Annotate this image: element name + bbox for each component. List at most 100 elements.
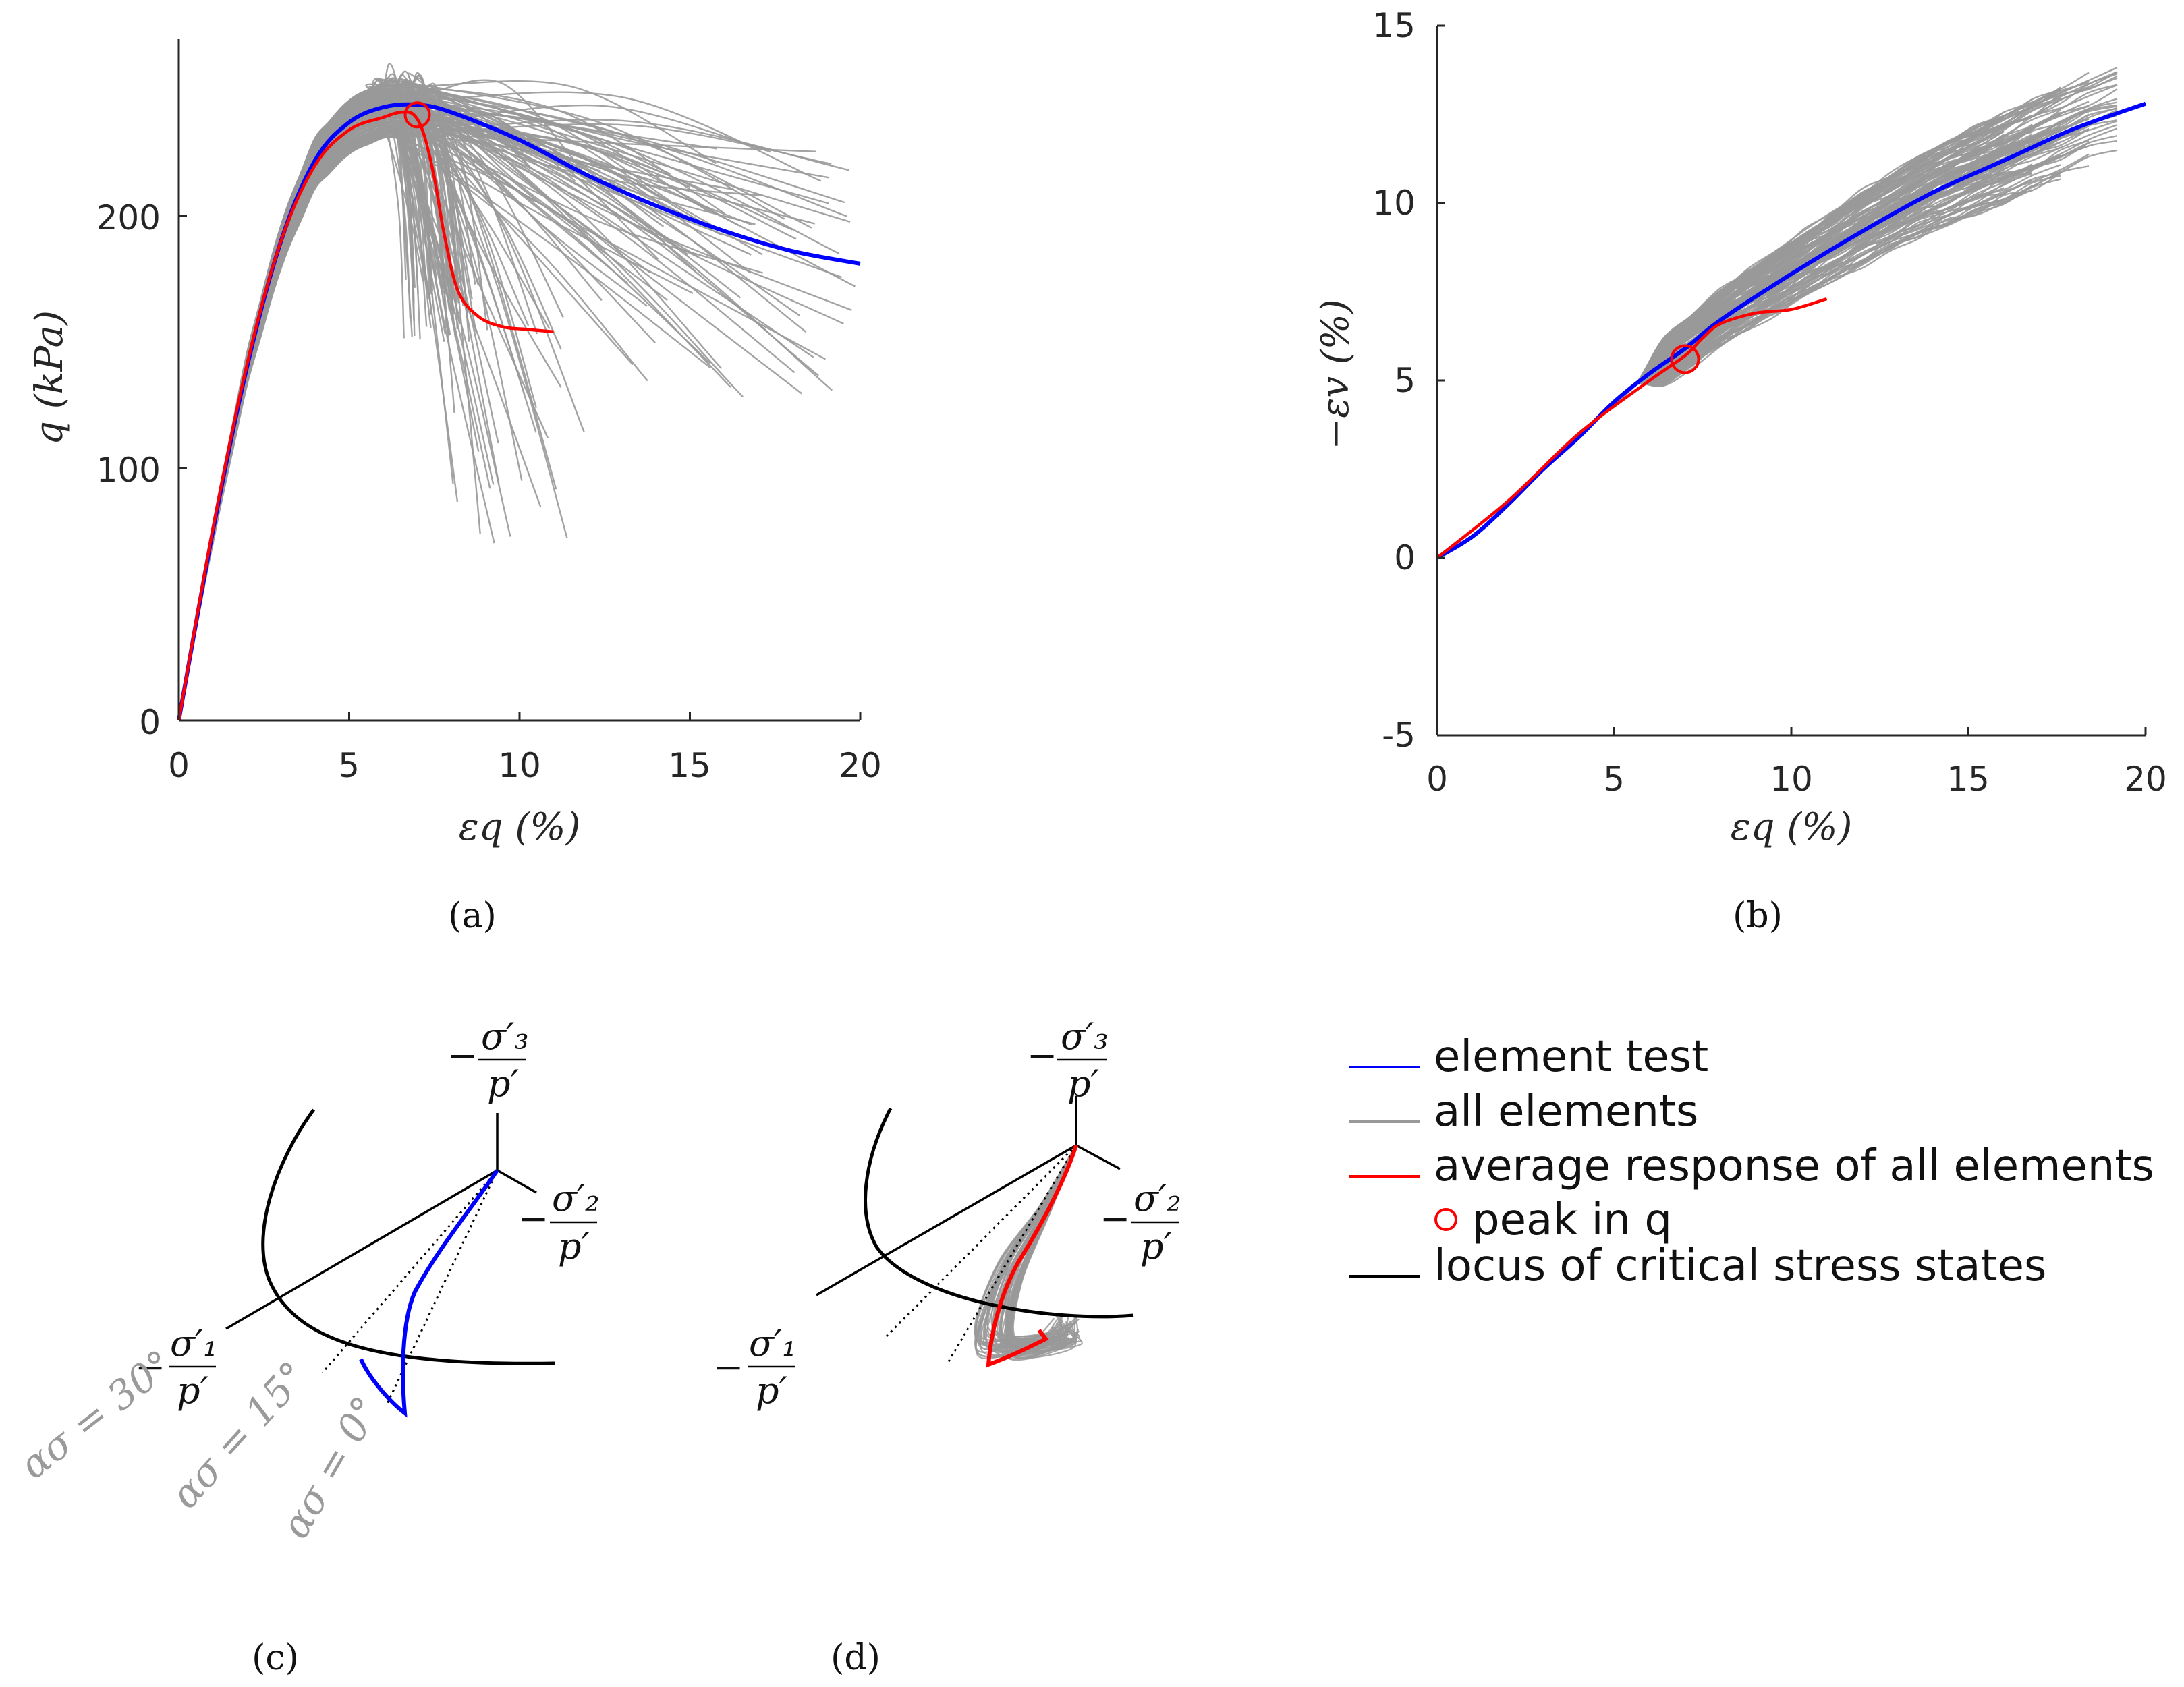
a-gray-curve xyxy=(177,78,416,721)
b-x-axis-label: εq (%) xyxy=(1731,805,1853,849)
b-gray-curve xyxy=(1436,130,2061,559)
b-gray-curve xyxy=(1436,185,2033,559)
legend-label: locus of critical stress states xyxy=(1434,1241,2046,1291)
b-y-tick-label: 10 xyxy=(1372,183,1416,223)
a-gray-curve xyxy=(177,88,851,721)
legend-label: all elements xyxy=(1434,1087,1698,1137)
d-sigma1: σ′₁ xyxy=(749,1322,797,1365)
b-gray-curve xyxy=(1436,114,2118,559)
a-gray-curve xyxy=(177,112,461,721)
d-gray-curve xyxy=(993,1145,1077,1342)
b-gray-curve xyxy=(1436,172,2061,559)
c-angle-30-label: ασ = 30° xyxy=(11,1341,181,1488)
a-average-line xyxy=(177,110,554,721)
c-minus: − xyxy=(447,1034,478,1077)
a-y-tick-label: 0 xyxy=(139,703,161,742)
b-gray-curve xyxy=(1436,153,2090,559)
b-gray-curve xyxy=(1436,171,2033,559)
b-gray-curve xyxy=(1436,170,2033,559)
b-gray-curve xyxy=(1436,179,2033,559)
c-sigma1-p: p′ xyxy=(177,1369,208,1412)
legend-swatch-peak xyxy=(1434,1208,1457,1231)
b-gray-curve xyxy=(1436,193,2005,559)
d-sigma3-p: p′ xyxy=(1067,1062,1099,1105)
c-critical-locus xyxy=(261,1108,555,1365)
d-sigma1-p: p′ xyxy=(756,1369,787,1412)
panel-c: −σ′₃ p′ −σ′₂ p′ −σ′₁ p′ ασ = 30° ασ = 15… xyxy=(11,1015,600,1678)
b-gray-curve xyxy=(1436,133,2061,559)
b-gray-curve xyxy=(1436,163,2033,559)
a-y-tick-label: 200 xyxy=(96,198,161,237)
b-average-line xyxy=(1436,297,1828,559)
b-gray-curve xyxy=(1436,189,2033,559)
panel-a: 0 5 10 15 20 0 100 200 εq (%) q (kPa) (a… xyxy=(28,39,882,936)
d-caption: (d) xyxy=(831,1638,880,1678)
a-gray-curve xyxy=(177,101,603,721)
c-sigma3: σ′₃ xyxy=(481,1015,529,1058)
d-sigma2-p: p′ xyxy=(1140,1225,1172,1267)
b-y-axis-label: −εv (%) xyxy=(1314,299,1357,449)
b-gray-curve xyxy=(1436,171,2005,559)
a-gray-curve xyxy=(177,79,428,721)
b-y-tick-label: -5 xyxy=(1382,716,1416,755)
a-gray-curve xyxy=(177,79,785,721)
b-y-tick-label: 15 xyxy=(1372,6,1416,45)
b-gray-curve xyxy=(1436,172,2033,559)
panel-d: −σ′₃ p′ −σ′₂ p′ −σ′₁ p′ (d) xyxy=(713,1015,1181,1678)
a-gray-curve xyxy=(177,91,856,721)
a-x-tick-label: 5 xyxy=(338,746,360,785)
a-x-tick-label: 20 xyxy=(839,746,882,785)
a-gray-curve xyxy=(177,102,473,721)
a-element-test-line xyxy=(177,102,861,721)
a-gray-curve xyxy=(177,86,845,721)
b-gray-curve xyxy=(1436,149,2118,559)
d-minus: − xyxy=(1027,1034,1057,1077)
c-sigma1-axis xyxy=(225,1169,498,1330)
c-sigma2-p: p′ xyxy=(558,1225,590,1267)
c-sigma1-label: −σ′₁ xyxy=(135,1322,218,1388)
d-minus: − xyxy=(1100,1197,1130,1240)
c-sigma3-p: p′ xyxy=(487,1062,519,1105)
a-gray-curve xyxy=(177,125,480,721)
d-sigma2: σ′₂ xyxy=(1133,1177,1181,1220)
c-sigma2-axis xyxy=(497,1169,537,1194)
c-sigma3-label: −σ′₃ xyxy=(447,1015,529,1077)
d-sigma1-label: −σ′₁ xyxy=(713,1322,797,1388)
a-y-axis-label: q (kPa) xyxy=(28,310,72,445)
b-gray-curve xyxy=(1436,198,2005,559)
a-all-elements-curves xyxy=(177,63,856,721)
a-gray-curve xyxy=(177,90,812,721)
a-gray-curve xyxy=(177,123,832,721)
a-gray-curve xyxy=(177,73,421,721)
panel-b: 0 5 10 15 20 -5 0 5 10 15 εq (%) −εv (%)… xyxy=(1314,6,2167,936)
b-y-tick-label: 5 xyxy=(1394,361,1416,400)
a-gray-curve xyxy=(177,131,816,721)
b-gray-curve xyxy=(1436,165,2090,559)
c-minus: − xyxy=(518,1197,549,1240)
a-gray-curve xyxy=(177,125,430,721)
b-gray-curve xyxy=(1436,140,2118,559)
a-x-axis-label: εq (%) xyxy=(459,805,581,849)
c-sigma1: σ′₁ xyxy=(170,1322,218,1365)
b-gray-curve xyxy=(1436,134,2033,559)
legend-label: average response of all elements xyxy=(1434,1141,2154,1191)
a-peak-marker xyxy=(403,101,431,129)
d-sigma2-label: −σ′₂ xyxy=(1100,1177,1181,1240)
legend-label: element test xyxy=(1434,1032,1708,1082)
d-critical-locus xyxy=(864,1107,1134,1319)
b-caption: (b) xyxy=(1733,896,1783,936)
b-gray-curve xyxy=(1436,120,2061,559)
b-gray-curve xyxy=(1436,153,2033,559)
c-element-test-line xyxy=(359,1169,499,1418)
b-x-tick-label: 20 xyxy=(2124,760,2167,799)
a-caption: (a) xyxy=(448,896,497,936)
b-x-tick-label: 5 xyxy=(1603,760,1625,799)
a-x-tick-label: 10 xyxy=(498,746,541,785)
b-gray-curve xyxy=(1436,164,2061,559)
d-sigma3-label: −σ′₃ xyxy=(1027,1015,1109,1077)
b-peak-marker xyxy=(1670,344,1700,374)
b-gray-curve xyxy=(1436,153,2033,559)
a-gray-curve xyxy=(177,119,480,721)
c-caption: (c) xyxy=(252,1638,299,1678)
